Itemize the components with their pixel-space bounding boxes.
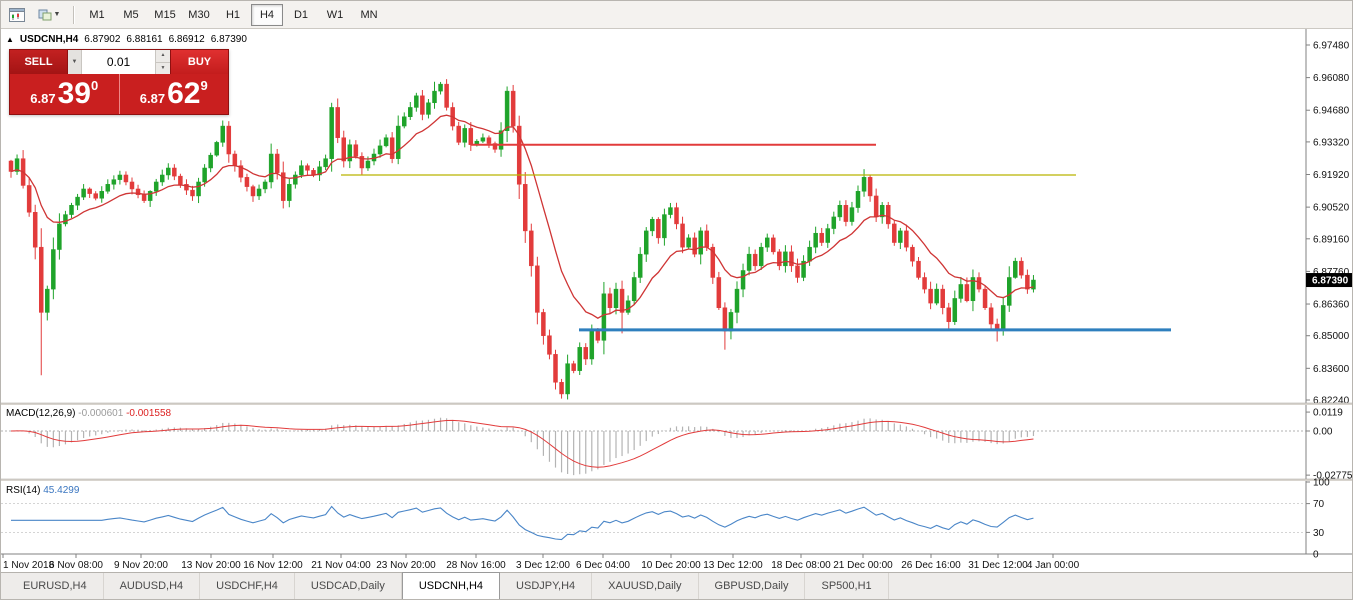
- svg-text:1 Nov 2018: 1 Nov 2018: [3, 560, 55, 571]
- svg-text:6.83600: 6.83600: [1313, 364, 1350, 375]
- sell-price-display[interactable]: 6.87 39 0: [10, 74, 119, 114]
- svg-text:0: 0: [1313, 550, 1319, 561]
- svg-text:21 Nov 04:00: 21 Nov 04:00: [311, 560, 371, 571]
- one-click-toggle-icon[interactable]: ▲: [6, 35, 14, 44]
- volume-control: ▼ ▲ ▼: [67, 50, 171, 74]
- svg-text:0.0119: 0.0119: [1313, 408, 1343, 419]
- chart-window-icon[interactable]: [4, 3, 30, 27]
- svg-text:6.90520: 6.90520: [1313, 203, 1350, 214]
- buy-price-display[interactable]: 6.87 62 9: [120, 74, 229, 114]
- tab-audusd-h4[interactable]: AUDUSD,H4: [104, 573, 201, 599]
- sell-price-point: 0: [90, 78, 99, 93]
- volume-dropdown-icon[interactable]: ▼: [68, 50, 82, 74]
- sell-price-main: 6.87: [30, 90, 56, 106]
- timeframe-button-mn[interactable]: MN: [360, 8, 378, 21]
- timeframe-button-d1[interactable]: D1: [293, 8, 309, 21]
- volume-up-icon[interactable]: ▲: [156, 50, 170, 63]
- svg-text:10 Dec 20:00: 10 Dec 20:00: [641, 560, 701, 571]
- svg-text:23 Nov 20:00: 23 Nov 20:00: [376, 560, 436, 571]
- svg-text:6 Nov 08:00: 6 Nov 08:00: [49, 560, 103, 571]
- ohlc-low: 6.86912: [168, 34, 205, 45]
- price-divider: [118, 74, 120, 114]
- svg-text:6.94680: 6.94680: [1313, 106, 1350, 117]
- chevron-down-icon: ▼: [53, 11, 61, 18]
- timeframe-button-m15[interactable]: M15: [154, 8, 176, 21]
- timeframe-button-m30[interactable]: M30: [188, 8, 210, 21]
- symbol-label: USDCNH,H4: [19, 34, 79, 45]
- svg-text:18 Dec 08:00: 18 Dec 08:00: [771, 560, 831, 571]
- toolbar-separator: [73, 5, 75, 24]
- mini-chart-icon: [9, 7, 25, 22]
- svg-text:28 Nov 16:00: 28 Nov 16:00: [446, 560, 506, 571]
- tab-gbpusd-daily[interactable]: GBPUSD,Daily: [699, 573, 806, 599]
- svg-text:70: 70: [1313, 499, 1325, 510]
- svg-text:MACD(12,26,9) -0.000601 -0.001: MACD(12,26,9) -0.000601 -0.001558: [6, 408, 172, 419]
- svg-text:6.89160: 6.89160: [1313, 234, 1350, 245]
- ohlc-close: 6.87390: [210, 34, 247, 45]
- volume-input[interactable]: [82, 50, 155, 74]
- svg-text:6.87760: 6.87760: [1313, 267, 1350, 278]
- svg-text:4 Jan 00:00: 4 Jan 00:00: [1027, 560, 1080, 571]
- svg-text:31 Dec 12:00: 31 Dec 12:00: [968, 560, 1028, 571]
- svg-text:6.85000: 6.85000: [1313, 331, 1350, 342]
- ohlc-open: 6.87902: [84, 34, 121, 45]
- chart-toolbar: ▼ M1 M5 M15 M30 H1 H4 D1 W1 MN: [1, 1, 1352, 29]
- timeframe-button-h1[interactable]: H1: [225, 8, 241, 21]
- chart-ohlc-header: ▲ USDCNH,H4 6.87902 6.88161 6.86912 6.87…: [6, 34, 247, 45]
- svg-text:21 Dec 00:00: 21 Dec 00:00: [833, 560, 893, 571]
- sell-price-pips: 39: [57, 77, 91, 110]
- svg-text:26 Dec 16:00: 26 Dec 16:00: [901, 560, 961, 571]
- svg-text:9 Nov 20:00: 9 Nov 20:00: [114, 560, 168, 571]
- svg-text:30: 30: [1313, 528, 1325, 539]
- svg-text:6.82240: 6.82240: [1313, 396, 1350, 407]
- volume-down-icon[interactable]: ▼: [156, 62, 170, 74]
- svg-text:100: 100: [1313, 478, 1330, 489]
- ohlc-high: 6.88161: [126, 34, 163, 45]
- svg-text:6.87390: 6.87390: [1312, 276, 1349, 287]
- tab-eurusd-h4[interactable]: EURUSD,H4: [7, 573, 104, 599]
- volume-stepper: ▲ ▼: [155, 50, 170, 74]
- svg-text:6.91920: 6.91920: [1313, 170, 1350, 181]
- svg-text:6.86360: 6.86360: [1313, 300, 1350, 311]
- chart-tab-bar: EURUSD,H4 AUDUSD,H4 USDCHF,H4 USDCAD,Dai…: [1, 572, 1352, 599]
- svg-text:6.96080: 6.96080: [1313, 73, 1350, 84]
- buy-button[interactable]: BUY: [171, 50, 228, 74]
- svg-text:0.00: 0.00: [1313, 427, 1333, 438]
- tab-usdchf-h4[interactable]: USDCHF,H4: [200, 573, 295, 599]
- tab-xauusd-daily[interactable]: XAUUSD,Daily: [592, 573, 699, 599]
- sell-button[interactable]: SELL: [10, 50, 67, 74]
- svg-text:6 Dec 04:00: 6 Dec 04:00: [576, 560, 630, 571]
- svg-text:13 Nov 20:00: 13 Nov 20:00: [181, 560, 241, 571]
- chart-canvas[interactable]: 6.97480 6.96080 6.94680 6.93320 6.91920 6.905…: [1, 29, 1353, 574]
- timeframe-button-m1[interactable]: M1: [89, 8, 105, 21]
- tab-usdcnh-h4[interactable]: USDCNH,H4: [401, 572, 501, 599]
- svg-text:6.93320: 6.93320: [1313, 137, 1350, 148]
- buy-price-main: 6.87: [139, 90, 166, 106]
- tab-usdjpy-h4[interactable]: USDJPY,H4: [500, 573, 593, 599]
- buy-price-pips: 62: [167, 77, 201, 110]
- svg-text:16 Nov 12:00: 16 Nov 12:00: [243, 560, 303, 571]
- svg-text:3 Dec 12:00: 3 Dec 12:00: [516, 560, 570, 571]
- timeframe-button-m5[interactable]: M5: [123, 8, 139, 21]
- objects-icon: [38, 9, 52, 20]
- svg-text:RSI(14) 45.4299: RSI(14) 45.4299: [6, 485, 80, 496]
- svg-text:-0.027754: -0.027754: [1313, 471, 1353, 482]
- tab-usdcad-daily[interactable]: USDCAD,Daily: [295, 573, 402, 599]
- timeframe-button-h4[interactable]: H4: [251, 3, 283, 26]
- svg-text:6.97480: 6.97480: [1313, 41, 1350, 52]
- chart-area[interactable]: 6.97480 6.96080 6.94680 6.93320 6.91920 6.905…: [1, 29, 1353, 574]
- buy-price-point: 9: [200, 78, 208, 93]
- one-click-trading-panel: SELL ▼ ▲ ▼ BUY 6.87 39 0: [9, 49, 229, 115]
- tab-sp500-h1[interactable]: SP500,H1: [805, 573, 889, 599]
- svg-text:13 Dec 12:00: 13 Dec 12:00: [703, 560, 763, 571]
- objects-dropdown-button[interactable]: ▼: [31, 3, 67, 27]
- timeframe-button-w1[interactable]: W1: [326, 8, 344, 21]
